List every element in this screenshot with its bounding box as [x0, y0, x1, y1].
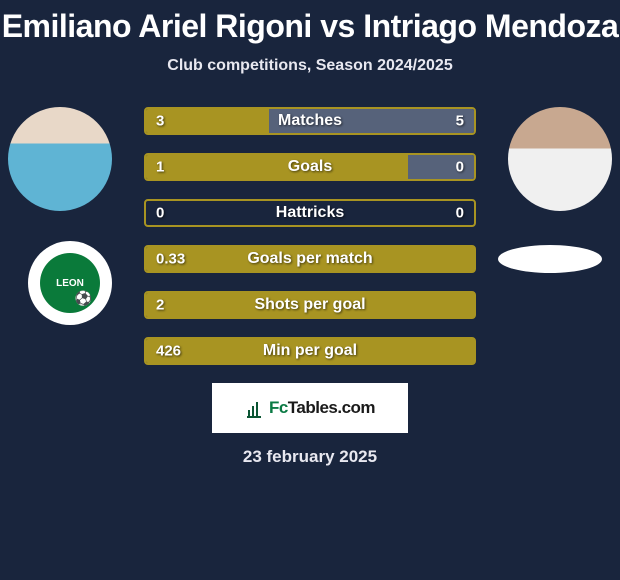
- stat-value-right: 0: [456, 205, 464, 222]
- stat-bar-row: 2 Shots per goal: [144, 291, 476, 319]
- leon-badge-icon: LEON: [40, 253, 100, 313]
- stat-label: Goals: [288, 158, 332, 176]
- stat-value-left: 0.33: [156, 251, 185, 268]
- stat-bar-fill-left: [146, 109, 269, 133]
- stat-bar-row: 0.33 Goals per match: [144, 245, 476, 273]
- stat-bar-fill-right: [408, 155, 474, 179]
- club-right-badge: [508, 241, 592, 325]
- stat-label: Shots per goal: [254, 296, 365, 314]
- stat-bar-row: 1 0 Goals: [144, 153, 476, 181]
- bar-chart-icon: [245, 398, 265, 418]
- player-left-avatar: [8, 107, 112, 211]
- stat-value-right: 0: [456, 159, 464, 176]
- snapshot-date: 23 february 2025: [0, 447, 620, 467]
- stat-label: Hattricks: [276, 204, 344, 222]
- fctables-logo-text: FcTables.com: [269, 398, 375, 418]
- stat-bar-row: 0 0 Hattricks: [144, 199, 476, 227]
- stat-value-left: 426: [156, 343, 181, 360]
- stat-bar-row: 426 Min per goal: [144, 337, 476, 365]
- stat-label: Goals per match: [247, 250, 372, 268]
- comparison-subtitle: Club competitions, Season 2024/2025: [0, 57, 620, 75]
- stat-value-left: 3: [156, 113, 164, 130]
- stat-value-right: 5: [456, 113, 464, 130]
- stat-label: Matches: [278, 112, 342, 130]
- fctables-logo[interactable]: FcTables.com: [212, 383, 408, 433]
- stat-value-left: 1: [156, 159, 164, 176]
- stat-bars: 3 5 Matches 1 0 Goals 0 0 Hattricks 0.33 Goals per…: [144, 103, 476, 365]
- club-left-badge: LEON: [28, 241, 112, 325]
- stat-label: Min per goal: [263, 342, 357, 360]
- stat-value-left: 0: [156, 205, 164, 222]
- comparison-content: LEON 3 5 Matches 1 0 Goals 0 0 Hattricks 0.33 Goal…: [0, 103, 620, 467]
- stat-bar-fill-left: [146, 155, 408, 179]
- player-right-avatar: [508, 107, 612, 211]
- comparison-title: Emiliano Ariel Rigoni vs Intriago Mendoz…: [0, 0, 620, 45]
- stat-bar-row: 3 5 Matches: [144, 107, 476, 135]
- stat-value-left: 2: [156, 297, 164, 314]
